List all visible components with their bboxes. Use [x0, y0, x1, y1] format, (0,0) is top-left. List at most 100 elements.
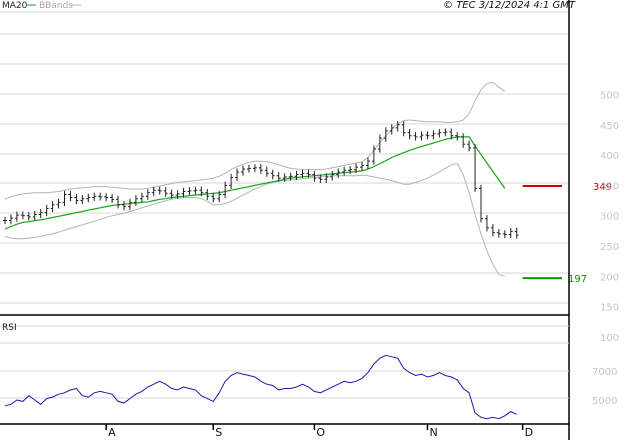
price-bar	[502, 230, 507, 239]
price-bar	[437, 129, 442, 138]
price-bar	[122, 201, 126, 211]
price-bar	[62, 190, 67, 207]
price-axis: 100 150 200 250 300 350 400 450 500	[600, 91, 619, 344]
x-tick-label: N	[429, 426, 437, 439]
price-bar	[199, 186, 204, 197]
price-bar	[425, 131, 430, 140]
price-y-tick-label: 100	[600, 333, 619, 344]
rsi-grid	[0, 325, 569, 399]
price-bar	[479, 184, 483, 223]
legend-bbands-label: BBands	[39, 1, 73, 11]
price-bar	[365, 157, 370, 170]
price-bar	[264, 166, 269, 177]
price-bar	[419, 131, 424, 141]
price-bar	[360, 161, 364, 171]
price-bar	[38, 209, 43, 219]
price-bar	[401, 121, 406, 137]
support-resistance-levels: 349 197	[522, 182, 612, 285]
price-bar	[211, 192, 216, 203]
price-bar	[252, 164, 257, 173]
price-bar	[151, 186, 156, 197]
price-bar	[133, 195, 138, 207]
price-bar	[187, 187, 192, 196]
bbands-lower-line	[4, 163, 505, 277]
price-bar	[145, 189, 150, 200]
rsi-axis: 5000 7000	[592, 367, 617, 407]
price-y-tick-label: 250	[600, 242, 619, 253]
price-bar	[413, 132, 418, 141]
price-bar	[92, 192, 97, 202]
x-tick-label: O	[316, 426, 325, 439]
price-bar	[336, 168, 341, 179]
price-bars	[3, 121, 519, 239]
bbands-upper-line	[4, 81, 506, 200]
rsi-line	[4, 354, 517, 420]
price-bar	[371, 145, 376, 165]
support-level-label: 197	[568, 274, 587, 285]
price-y-tick-label: 450	[600, 121, 619, 132]
price-bar	[163, 187, 168, 197]
price-bar	[110, 193, 115, 203]
price-bar	[443, 128, 448, 137]
price-bar	[157, 186, 162, 195]
price-bar	[116, 195, 121, 209]
price-bar	[270, 169, 275, 180]
price-bar	[235, 168, 240, 182]
rsi-y-tick-label: 5000	[592, 396, 617, 407]
price-bar	[383, 127, 388, 142]
price-bar	[241, 165, 245, 176]
price-bar	[68, 190, 73, 202]
price-bar	[282, 173, 287, 182]
price-bar	[467, 140, 472, 152]
price-bar	[139, 192, 144, 203]
price-bar	[74, 193, 79, 205]
price-bar	[50, 201, 55, 213]
legend: MA20 BBands	[2, 1, 81, 11]
price-y-tick-label: 500	[600, 91, 619, 102]
price-bar	[181, 187, 186, 198]
price-bar	[56, 198, 61, 209]
price-y-tick-label: 350	[600, 181, 619, 192]
price-bar	[223, 181, 228, 199]
price-bar	[449, 128, 454, 140]
price-grid	[0, 11, 569, 304]
rsi-panel-label: RSI	[2, 323, 17, 333]
price-bar	[306, 169, 311, 179]
rsi-y-tick-label: 7000	[592, 367, 617, 378]
rsi-polyline	[4, 354, 517, 420]
price-bar	[496, 229, 501, 238]
price-bar	[258, 164, 263, 174]
price-bar	[389, 124, 394, 135]
ma20-line	[4, 136, 506, 230]
price-bar	[461, 133, 466, 148]
price-bar	[14, 211, 19, 222]
price-bar	[395, 121, 400, 132]
price-bar	[127, 198, 132, 211]
price-bar	[330, 170, 335, 181]
price-bar	[312, 170, 317, 182]
price-bar	[300, 169, 305, 179]
x-tick-label: D	[525, 426, 533, 439]
x-tick-label: S	[215, 426, 222, 439]
price-bar	[246, 164, 251, 173]
price-bar	[205, 189, 210, 200]
price-bar	[193, 186, 198, 195]
price-bar	[294, 170, 299, 180]
price-bar	[44, 204, 49, 217]
price-bar	[169, 189, 174, 199]
price-bar	[8, 214, 13, 225]
price-bar	[318, 174, 323, 183]
price-bar	[104, 193, 109, 202]
price-bar	[377, 134, 382, 153]
price-bar	[324, 173, 329, 183]
price-bar	[32, 210, 37, 221]
price-bar	[508, 227, 513, 239]
price-bar	[3, 216, 7, 225]
price-bar	[26, 212, 31, 221]
price-bar	[342, 166, 347, 176]
price-y-tick-label: 200	[600, 272, 619, 283]
price-bar	[455, 132, 460, 141]
